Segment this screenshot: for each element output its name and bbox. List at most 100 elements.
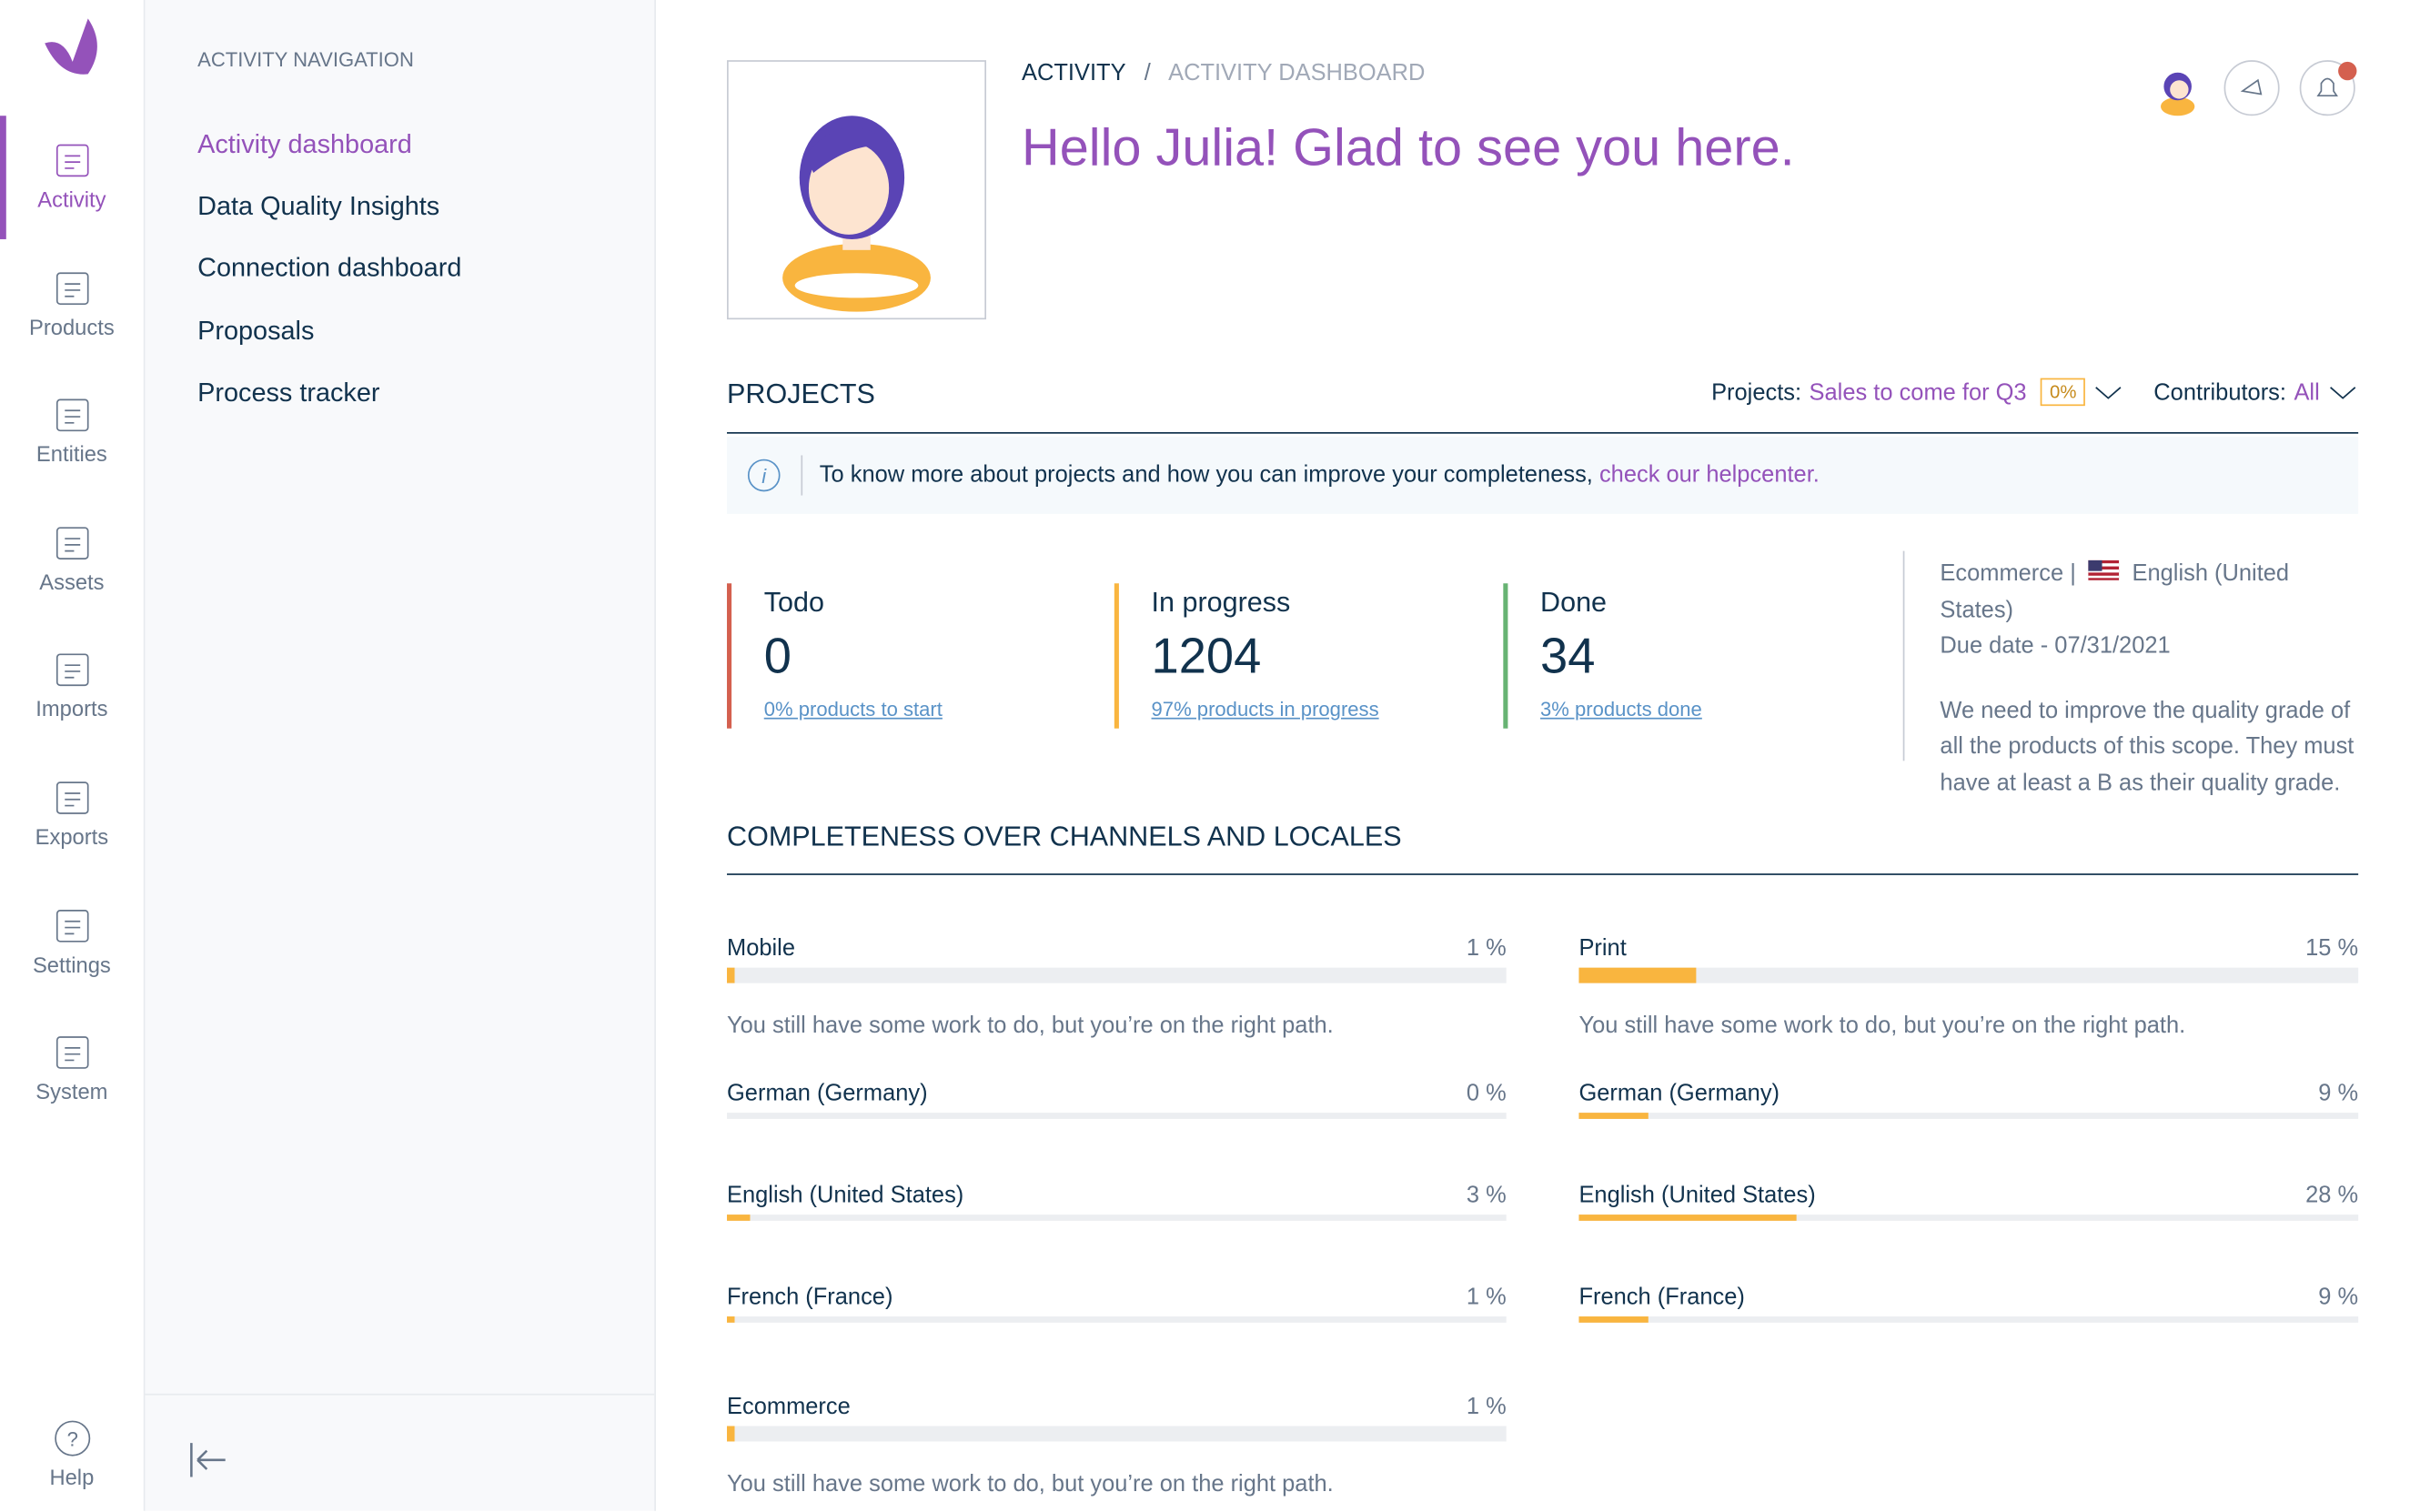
nav-item[interactable]: Activity dashboard <box>197 129 412 159</box>
sidebar-item[interactable]: Products <box>0 243 144 367</box>
breadcrumb-item[interactable]: ACTIVITY <box>1022 60 1126 87</box>
nav-item[interactable]: Proposals <box>197 316 315 346</box>
progress-fill <box>1578 1215 1798 1221</box>
stat-card: Todo 0 0% products to start <box>727 583 943 729</box>
svg-text:?: ? <box>66 1428 77 1451</box>
progress-track <box>727 1215 1507 1221</box>
sidebar: Activity Products Entities Assets Imports Exp… <box>0 0 146 1511</box>
progress-fill <box>1578 1316 1649 1323</box>
row-percent: 9 % <box>2318 1080 2359 1107</box>
channel-block: Ecommerce 1 % You still have some work to … <box>727 1394 1507 1497</box>
greeting: Hello Julia! Glad to see you here. <box>1022 118 1795 178</box>
divider <box>727 873 2359 875</box>
completeness-row: French (France) 9 % <box>1578 1284 2358 1310</box>
stat-value: 1204 <box>1151 628 1262 684</box>
divider <box>1902 550 1905 761</box>
nav-item[interactable]: Process tracker <box>197 378 380 408</box>
due-date: Due date - 07/31/2021 <box>1940 632 2171 660</box>
dropdown-icon[interactable] <box>2327 383 2358 401</box>
divider <box>727 432 2359 434</box>
sidebar-label: Settings <box>32 952 111 977</box>
stat-label: Done <box>1540 586 1608 618</box>
row-percent: 9 % <box>2318 1284 2359 1311</box>
stat-value: 0 <box>763 628 792 684</box>
divider <box>145 1393 655 1396</box>
completeness-row: Ecommerce 1 % <box>727 1394 1507 1420</box>
user-illustration <box>727 60 987 320</box>
help-button[interactable]: ? Help <box>0 1394 144 1511</box>
channel-message: You still have some work to do, but you’… <box>727 1470 1334 1497</box>
logo <box>45 18 97 75</box>
completeness-row: French (France) 1 % <box>727 1284 1507 1310</box>
progress-fill <box>727 1316 735 1323</box>
completeness-row: English (United States) 3 % <box>727 1182 1507 1208</box>
row-percent: 28 % <box>2305 1182 2359 1209</box>
stat-link[interactable]: 3% products done <box>1540 697 1702 721</box>
sidebar-label: Assets <box>39 569 105 594</box>
filter-label: Projects: <box>1711 378 1802 406</box>
row-label: English (United States) <box>1578 1182 1816 1209</box>
sidebar-item[interactable]: Exports <box>0 753 144 877</box>
project-selector[interactable]: Sales to come for Q3 <box>1809 378 2027 406</box>
sidebar-item[interactable]: Entities <box>0 370 144 494</box>
progress-fill <box>1578 967 1696 983</box>
progress-track <box>1578 967 2359 983</box>
channel: Ecommerce | <box>1940 559 2076 587</box>
stat-link[interactable]: 97% products in progress <box>1151 697 1379 721</box>
row-label: French (France) <box>1578 1284 1745 1311</box>
helpcenter-link[interactable]: check our helpcenter. <box>1598 461 1820 489</box>
collapse-button[interactable] <box>187 1440 230 1480</box>
sidebar-item[interactable]: Assets <box>0 499 144 622</box>
navigation-panel: ACTIVITY NAVIGATION Activity dashboard Da… <box>145 0 656 1511</box>
user-avatar[interactable] <box>2154 65 2201 117</box>
locale: English (United States) <box>1940 559 2290 623</box>
notifications-button[interactable] <box>2299 60 2355 116</box>
nav-item[interactable]: Data Quality Insights <box>197 191 440 221</box>
sidebar-item[interactable]: Imports <box>0 626 144 750</box>
description: We need to improve the quality grade of … <box>1940 696 2354 796</box>
progress-track <box>727 1316 1507 1323</box>
progress-track <box>727 1426 1507 1442</box>
breadcrumb-separator: / <box>1144 60 1151 87</box>
sidebar-label: Help <box>49 1464 95 1490</box>
completeness-row: German (Germany) 0 % <box>727 1081 1507 1107</box>
sidebar-label: System <box>35 1079 108 1104</box>
stat-card: Done 34 3% products done <box>1503 583 1702 729</box>
nav-item[interactable]: Connection dashboard <box>197 253 462 284</box>
progress-fill <box>1578 1113 1649 1119</box>
completeness-row: English (United States) 28 % <box>1578 1182 2358 1208</box>
filter-label: Contributors: <box>2153 378 2286 406</box>
dropdown-icon[interactable] <box>2093 383 2124 401</box>
row-label: English (United States) <box>727 1182 964 1209</box>
flag <box>2088 559 2120 580</box>
progress-track <box>1578 1113 2359 1119</box>
stat-label: Todo <box>763 586 824 618</box>
svg-text:i: i <box>761 465 767 488</box>
sidebar-item[interactable]: Activity <box>0 116 144 239</box>
project-filters: Projects: Sales to come for Q3 0% Contri… <box>1711 378 2358 407</box>
stat-value: 34 <box>1540 628 1596 684</box>
breadcrumb-item: ACTIVITY DASHBOARD <box>1168 60 1426 87</box>
sidebar-label: Imports <box>35 696 108 721</box>
sidebar-label: Activity <box>37 186 106 212</box>
row-percent: 1 % <box>1466 1284 1507 1311</box>
sidebar-label: Products <box>29 314 115 339</box>
row-percent: 1 % <box>1466 935 1507 962</box>
stat-link[interactable]: 0% products to start <box>763 697 943 721</box>
announcements-button[interactable] <box>2223 60 2280 116</box>
project-details: Ecommerce | English (United States) Due … <box>1940 556 2359 801</box>
project-badge: 0% <box>2040 378 2086 407</box>
row-percent: 0 % <box>1466 1080 1507 1107</box>
notification-dot <box>2338 61 2357 81</box>
progress-track <box>1578 1215 2359 1221</box>
contributors-selector[interactable]: All <box>2294 378 2320 406</box>
sidebar-item[interactable]: System <box>0 1008 144 1132</box>
progress-fill <box>727 967 735 983</box>
info-text: To know more about projects and how you … <box>819 461 1593 489</box>
stat-card: In progress 1204 97% products in progress <box>1114 583 1379 729</box>
sidebar-label: Exports <box>35 823 109 850</box>
info-box: i To know more about projects and how yo… <box>727 437 2359 514</box>
row-percent: 1 % <box>1466 1393 1507 1420</box>
sidebar-item[interactable]: Settings <box>0 881 144 1004</box>
